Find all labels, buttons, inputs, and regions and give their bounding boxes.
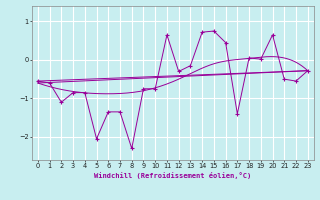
- X-axis label: Windchill (Refroidissement éolien,°C): Windchill (Refroidissement éolien,°C): [94, 172, 252, 179]
